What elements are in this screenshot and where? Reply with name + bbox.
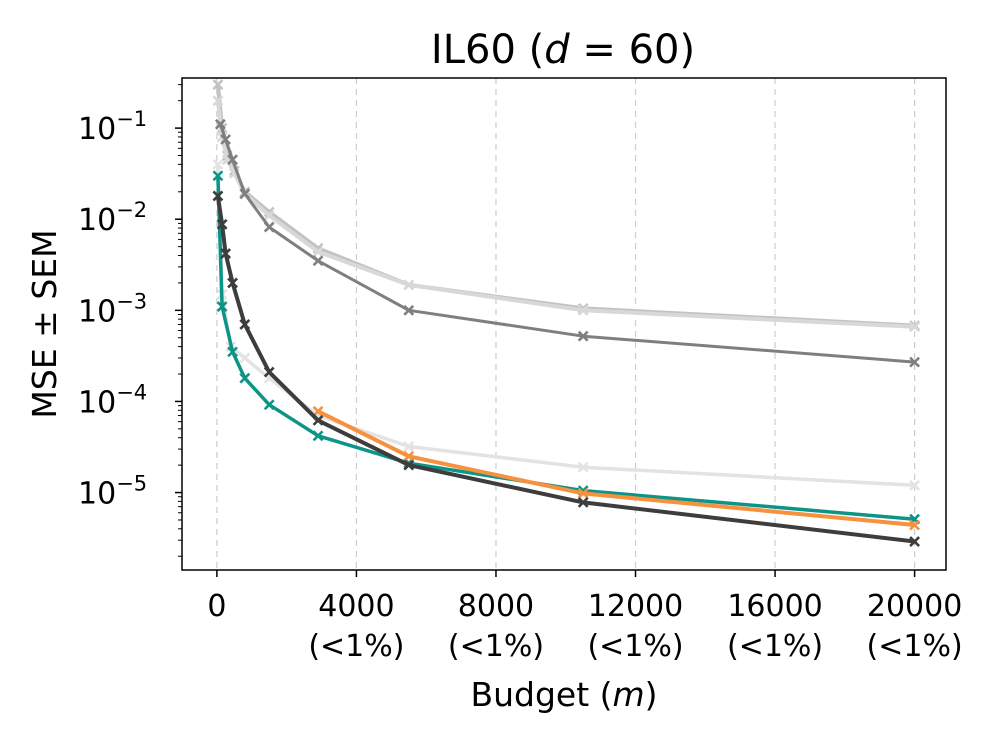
x-tick-label-0: 0 bbox=[207, 589, 226, 624]
series-marker-dark-gray-5 bbox=[263, 366, 275, 378]
series-marker-dark-gray-7 bbox=[403, 459, 415, 471]
x-tick-label-3: 12000 bbox=[588, 589, 683, 624]
y-axis-ticks: 10−1 10−2 10−3 10−4 10−5 bbox=[78, 84, 182, 557]
series-marker-dark-gray-3 bbox=[227, 277, 239, 289]
series-marker-teal-0 bbox=[212, 170, 224, 182]
x-tick-label-5: 20000 bbox=[867, 589, 962, 624]
series-marker-dark-gray-8 bbox=[577, 496, 589, 508]
series-marker-lighter-gray-b-7 bbox=[403, 279, 415, 291]
y-tick-label-1: 10−2 bbox=[78, 198, 147, 238]
series-marker-lighter-gray-b-9 bbox=[909, 321, 921, 333]
series-group bbox=[212, 79, 921, 547]
series-marker-dark-gray-4 bbox=[239, 319, 251, 330]
y-axis-label: MSE ± SEM bbox=[25, 229, 64, 418]
y-tick-label-4: 10−5 bbox=[78, 472, 147, 512]
series-marker-dark-gray-6 bbox=[312, 414, 324, 426]
series-marker-teal-5 bbox=[312, 430, 324, 442]
series-marker-mid-gray-1 bbox=[220, 134, 232, 145]
series-marker-very-light-gray-0 bbox=[212, 158, 224, 170]
series-marker-lighter-gray-b-5 bbox=[263, 210, 275, 221]
y-tick-label-3: 10−4 bbox=[78, 380, 147, 420]
series-line-dark-gray bbox=[215, 195, 915, 544]
series-marker-orange-0 bbox=[312, 405, 324, 417]
series-marker-very-light-gray-7 bbox=[577, 461, 589, 473]
series-marker-mid-gray-6 bbox=[403, 304, 415, 316]
series-marker-dark-gray-0 bbox=[212, 190, 224, 202]
x-tick-label-1: 4000 bbox=[318, 589, 394, 624]
series-marker-dark-gray-1 bbox=[216, 218, 228, 230]
series-marker-mid-gray-8 bbox=[909, 356, 921, 368]
series-marker-orange-2 bbox=[577, 487, 589, 499]
chart-title: IL60 (d = 60) bbox=[431, 27, 695, 73]
series-marker-very-light-gray-8 bbox=[909, 479, 921, 491]
series-marker-lighter-gray-b-8 bbox=[577, 304, 589, 316]
x-tick-sublabel-4: (<1%) bbox=[727, 629, 823, 664]
series-marker-teal-3 bbox=[239, 372, 251, 384]
series-marker-very-light-gray-6 bbox=[403, 441, 415, 452]
series-marker-orange-3 bbox=[909, 519, 921, 531]
x-tick-sublabel-5: (<1%) bbox=[867, 629, 963, 664]
series-marker-mid-gray-0 bbox=[214, 118, 226, 130]
series-line-lighter-gray-b bbox=[215, 100, 915, 329]
x-tick-label-2: 8000 bbox=[458, 589, 534, 624]
y-tick-label-2: 10−3 bbox=[78, 289, 147, 329]
series-marker-dark-gray-9 bbox=[909, 536, 921, 547]
x-tick-sublabel-1: (<1%) bbox=[308, 629, 404, 664]
series-marker-lighter-gray-b-6 bbox=[312, 246, 324, 258]
y-tick-label-0: 10−1 bbox=[78, 107, 147, 147]
series-marker-teal-2 bbox=[227, 346, 239, 358]
series-marker-mid-gray-2 bbox=[227, 154, 239, 166]
x-tick-sublabel-3: (<1%) bbox=[587, 629, 683, 664]
series-marker-mid-gray-4 bbox=[263, 221, 275, 233]
series-marker-light-gray-a-0 bbox=[212, 79, 224, 91]
x-tick-label-4: 16000 bbox=[727, 589, 822, 624]
series-marker-teal-4 bbox=[263, 399, 275, 411]
series-marker-teal-1 bbox=[216, 301, 228, 312]
x-axis-label: Budget (m) bbox=[470, 675, 657, 714]
series-marker-mid-gray-7 bbox=[577, 330, 589, 342]
series-marker-mid-gray-5 bbox=[312, 255, 324, 267]
x-axis-ticks: 0 4000 (<1%) 8000 (<1%) 12000 (<1%) 16000 (<1%) 2… bbox=[207, 570, 963, 664]
series-marker-orange-1 bbox=[403, 450, 415, 462]
series-marker-mid-gray-3 bbox=[239, 188, 251, 200]
series-marker-dark-gray-2 bbox=[220, 248, 232, 259]
x-tick-sublabel-2: (<1%) bbox=[448, 629, 544, 664]
series-marker-lighter-gray-b-0 bbox=[212, 95, 224, 107]
series-marker-very-light-gray-3 bbox=[239, 352, 251, 364]
series-line-orange bbox=[317, 409, 915, 527]
